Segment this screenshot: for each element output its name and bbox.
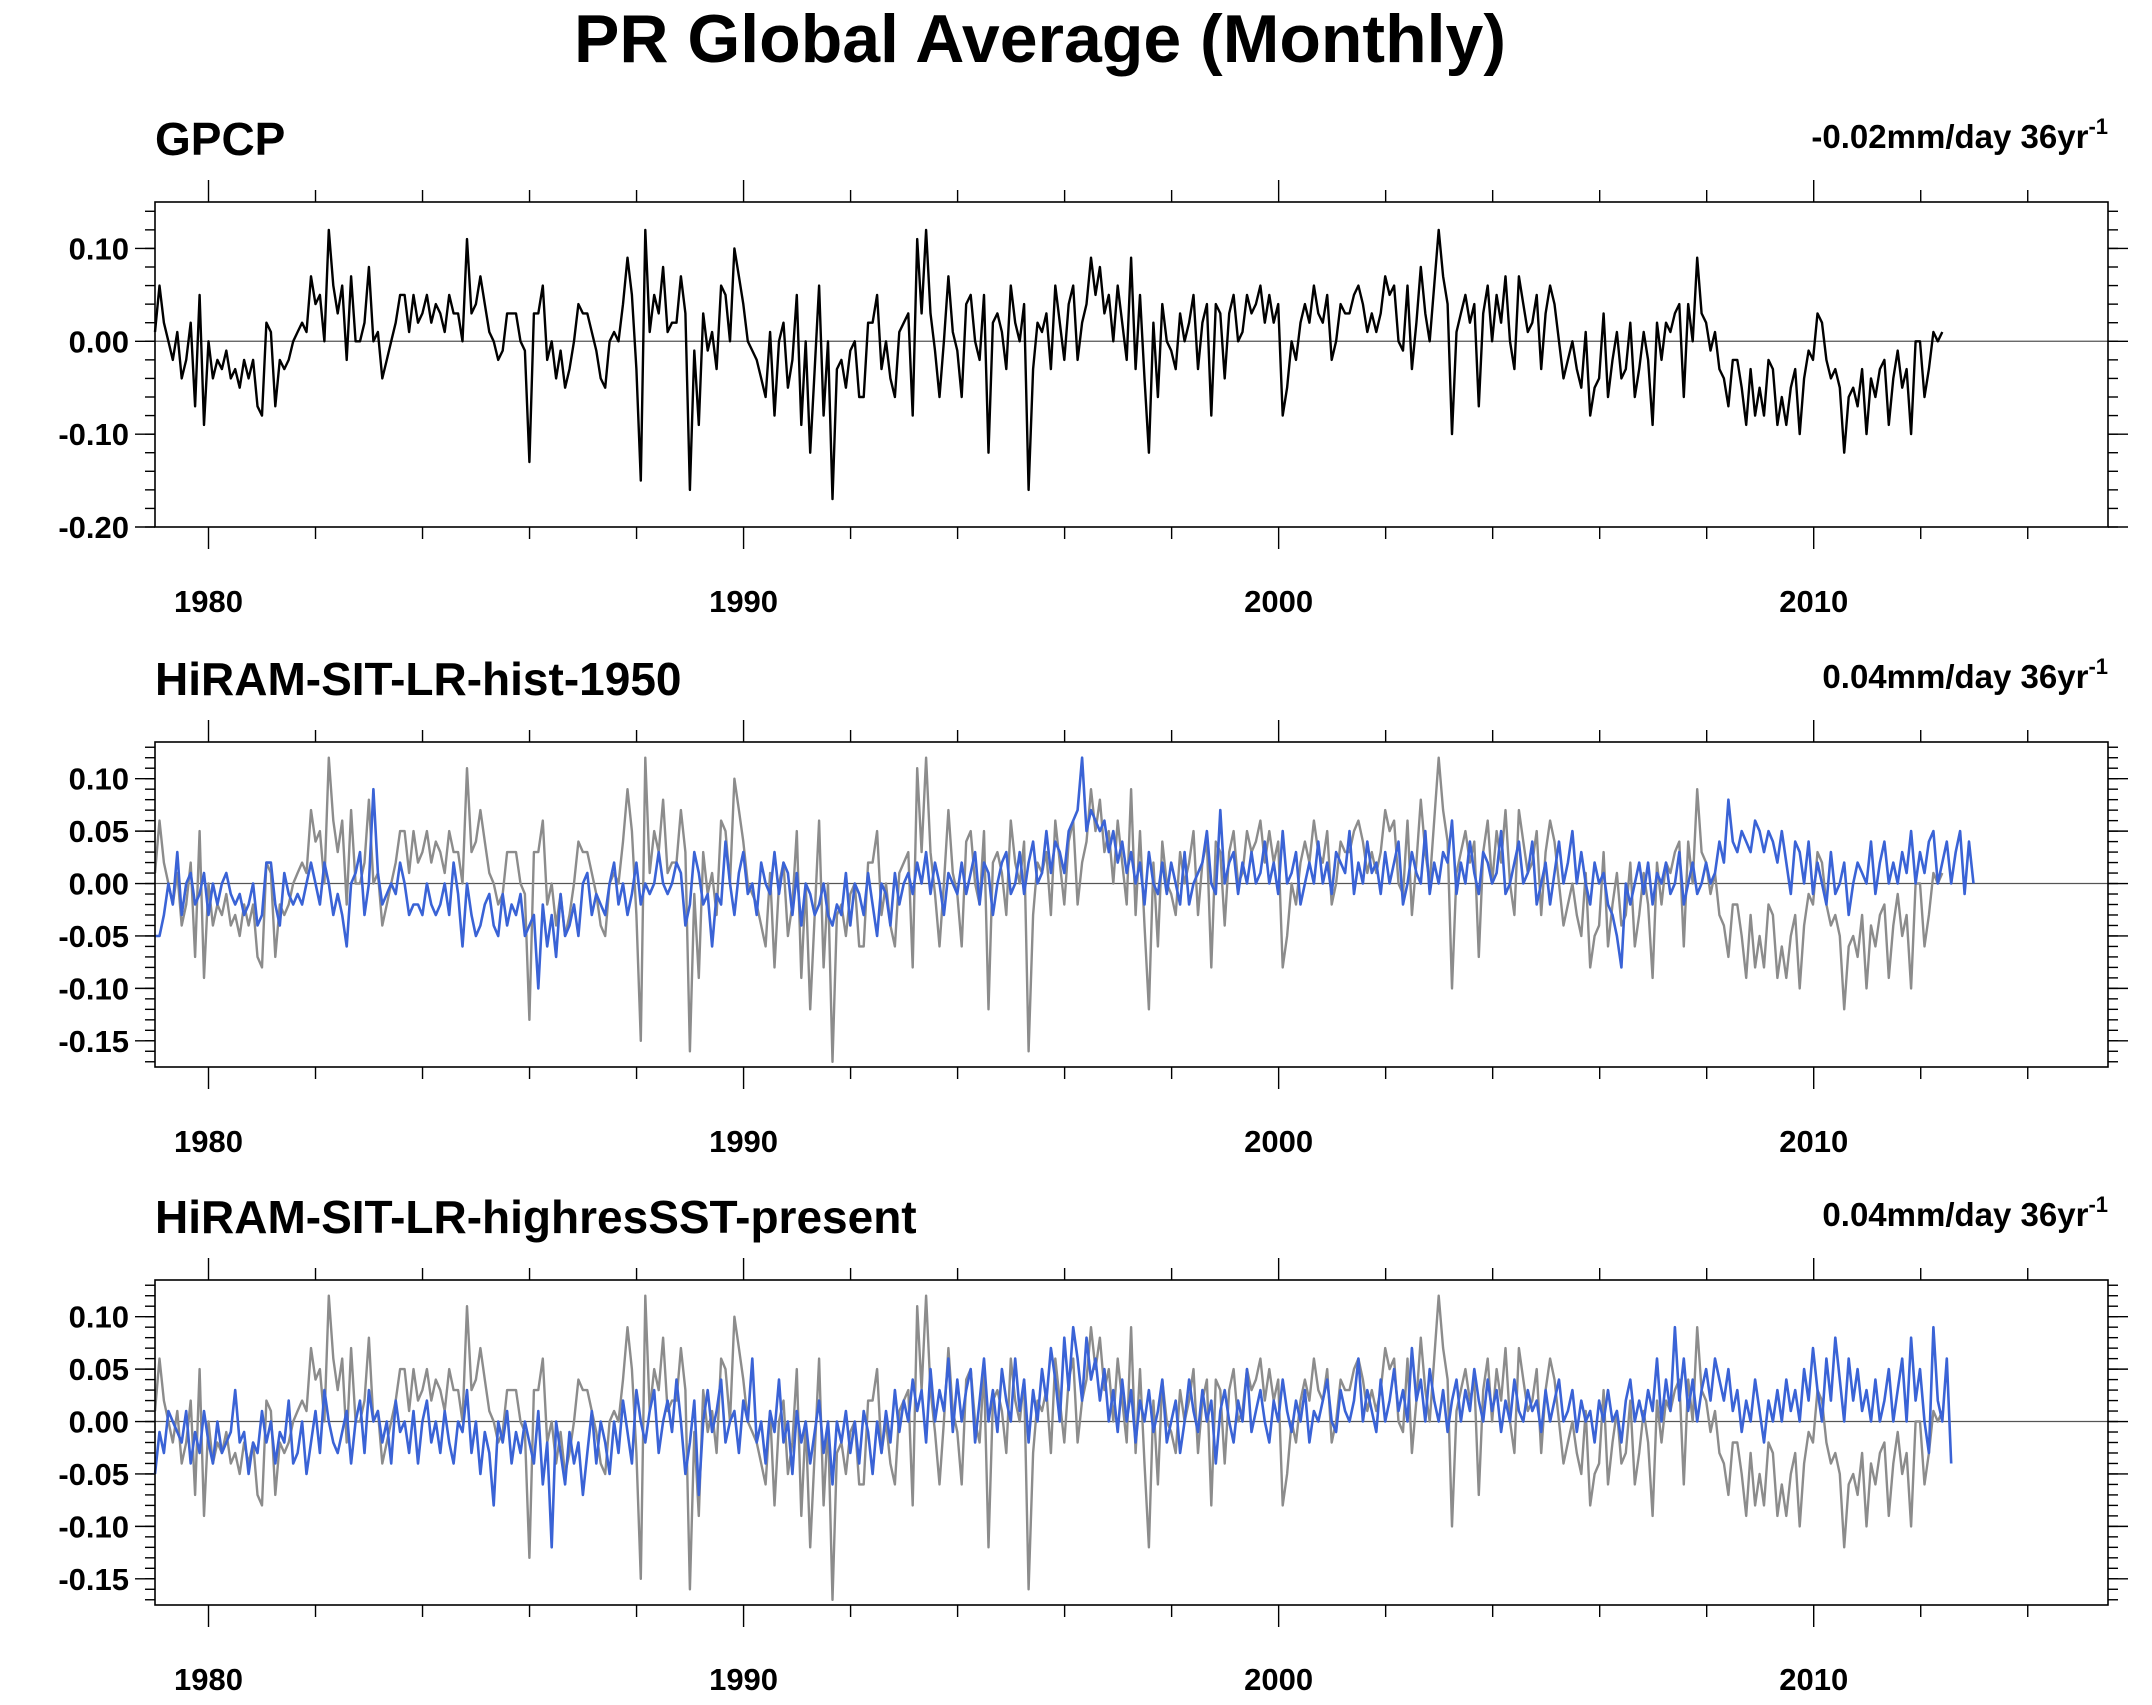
x-tick-label: 1980	[174, 584, 243, 619]
obs-series-line	[153, 228, 1944, 501]
y-tick-label: -0.05	[58, 919, 129, 954]
series-group	[153, 756, 1975, 1064]
y-tick-label: -0.15	[58, 1024, 129, 1059]
x-tick-label: 1990	[709, 1662, 778, 1697]
x-tick-label: 2000	[1244, 584, 1313, 619]
y-tick-label: -0.15	[58, 1562, 129, 1597]
panel-gpcp: GPCP -0.02mm/day 36yr-1 -0.20 -0.10 0.00 0.…	[58, 113, 2128, 619]
model-series-line	[153, 1325, 1953, 1549]
y-tick-label: -0.10	[58, 971, 129, 1006]
x-tick-label: 1980	[174, 1662, 243, 1697]
x-tick-label: 2010	[1779, 1124, 1848, 1159]
y-tick-label: 0.05	[69, 1352, 129, 1387]
y-tick-label: -0.10	[58, 1509, 129, 1544]
tick-labels: -0.15 -0.10 -0.05 0.00 0.05 0.10 1980 1990 2000 2…	[58, 762, 1848, 1159]
axis-ticks	[135, 720, 2128, 1089]
trend-exponent: -1	[2088, 654, 2108, 679]
plot-frame	[154, 1279, 2109, 1606]
plot-frame	[154, 741, 2109, 1068]
tick-labels: -0.20 -0.10 0.00 0.10 1980 1990 2000 2010	[58, 231, 1848, 619]
panel-title: HiRAM-SIT-LR-highresSST-present	[155, 1191, 917, 1243]
series-group	[153, 1294, 1953, 1602]
reference-series-line	[153, 756, 1944, 1064]
x-tick-label: 1990	[709, 584, 778, 619]
y-tick-label: 0.10	[69, 762, 129, 797]
panel-hist-1950: HiRAM-SIT-LR-hist-1950 0.04mm/day 36yr-1…	[58, 653, 2128, 1159]
axis-ticks	[135, 1258, 2128, 1627]
trend-value: 0.04mm/day 36yr	[1822, 658, 2088, 695]
y-tick-label: 0.00	[69, 867, 129, 902]
series-group	[153, 228, 1944, 501]
panel-title: GPCP	[155, 113, 285, 165]
y-tick-label: -0.20	[58, 510, 129, 545]
x-tick-label: 2000	[1244, 1662, 1313, 1697]
x-tick-label: 2010	[1779, 584, 1848, 619]
axis-ticks	[135, 180, 2128, 549]
trend-value: -0.02mm/day 36yr	[1811, 118, 2088, 155]
y-tick-label: -0.10	[58, 417, 129, 452]
tick-labels: -0.15 -0.10 -0.05 0.00 0.05 0.10 1980 1990 2000 2…	[58, 1300, 1848, 1697]
trend-label: 0.04mm/day 36yr-1	[1822, 1192, 2108, 1233]
plot-frame	[154, 201, 2109, 528]
panel-highressst-present: HiRAM-SIT-LR-highresSST-present 0.04mm/d…	[58, 1191, 2128, 1697]
trend-label: -0.02mm/day 36yr-1	[1811, 114, 2108, 155]
trend-exponent: -1	[2088, 1192, 2108, 1217]
y-tick-label: -0.05	[58, 1457, 129, 1492]
trend-label: 0.04mm/day 36yr-1	[1822, 654, 2108, 695]
y-tick-label: 0.05	[69, 814, 129, 849]
y-tick-label: 0.10	[69, 231, 129, 266]
trend-exponent: -1	[2088, 114, 2108, 139]
x-tick-label: 1980	[174, 1124, 243, 1159]
y-tick-label: 0.00	[69, 1405, 129, 1440]
y-tick-label: 0.10	[69, 1300, 129, 1335]
trend-value: 0.04mm/day 36yr	[1822, 1196, 2088, 1233]
panel-title: HiRAM-SIT-LR-hist-1950	[155, 653, 681, 705]
figure-title: PR Global Average (Monthly)	[574, 1, 1506, 77]
model-series-line	[155, 756, 1975, 990]
x-tick-label: 2010	[1779, 1662, 1848, 1697]
y-tick-label: 0.00	[69, 324, 129, 359]
x-tick-label: 2000	[1244, 1124, 1313, 1159]
x-tick-label: 1990	[709, 1124, 778, 1159]
